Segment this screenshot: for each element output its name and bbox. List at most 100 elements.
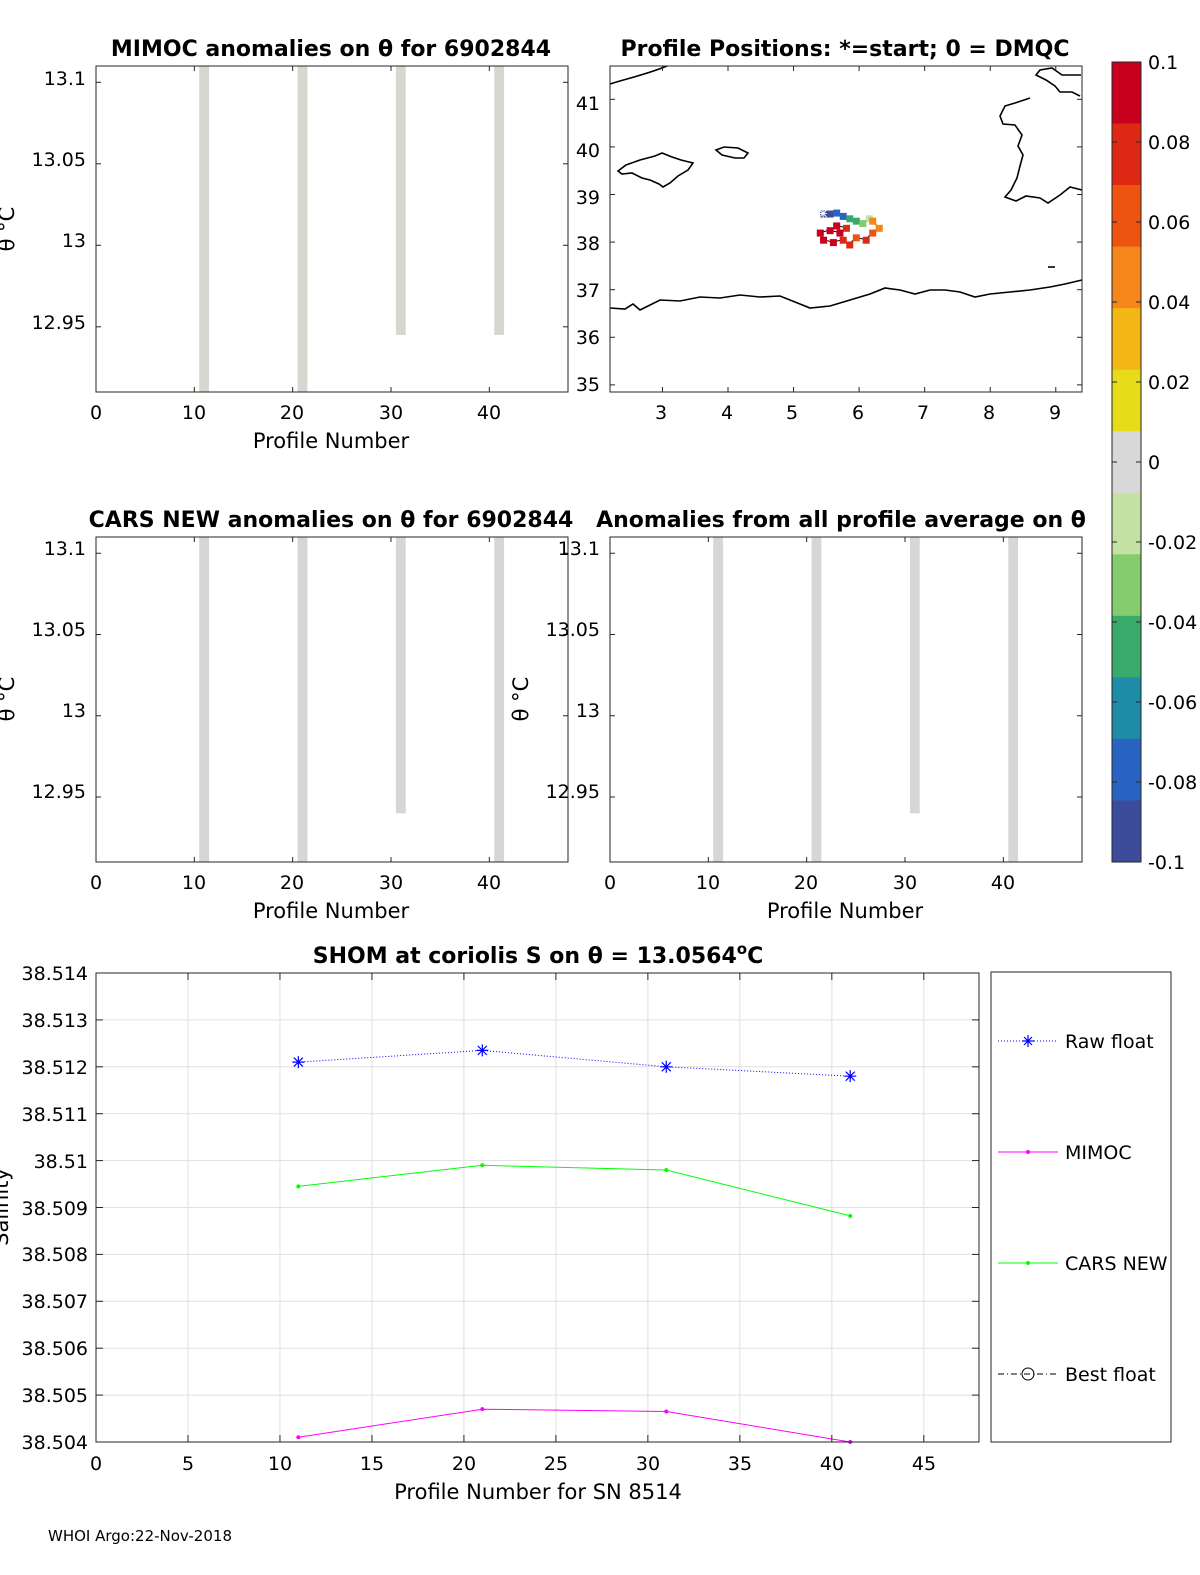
colorbar-tick-0: 0.1 bbox=[1148, 52, 1178, 74]
panel-allavg: Anomalies from all profile average on θ … bbox=[509, 508, 1086, 923]
float-position-10 bbox=[869, 229, 877, 237]
series-line-mimoc bbox=[298, 1408, 851, 1443]
legend-best-float-marker bbox=[1021, 1367, 1035, 1381]
anomaly-column-11 bbox=[199, 537, 210, 862]
colorbar-tick-5: 0 bbox=[1148, 452, 1160, 474]
panel-cars-xtick-2: 20 bbox=[280, 872, 304, 894]
footer-stamp: WHOI Argo:22-Nov-2018 bbox=[48, 1527, 232, 1545]
series-line-cars-new bbox=[298, 1164, 851, 1217]
salinity-ytick-0: 38.514 bbox=[22, 963, 88, 985]
series-point-raw-float-41 bbox=[844, 1070, 857, 1083]
colorbar-band-7 bbox=[1112, 492, 1141, 555]
colorbar-band-4 bbox=[1112, 308, 1141, 371]
float-position-19 bbox=[836, 229, 844, 237]
salinity-ytick-6: 38.508 bbox=[22, 1244, 88, 1266]
colorbar-band-0 bbox=[1112, 62, 1141, 125]
panel-mimoc-ytick-1: 13.05 bbox=[32, 149, 86, 171]
panel-allavg-ytick-0: 13.1 bbox=[558, 538, 600, 560]
series-point-mimoc-11 bbox=[296, 1435, 301, 1440]
colorbar-tick-4: 0.02 bbox=[1148, 372, 1190, 394]
panel-positions-ytick-6: 35 bbox=[576, 374, 600, 396]
legend-entry-mimoc: MIMOC bbox=[998, 1142, 1132, 1164]
salinity-title-unit: C bbox=[747, 944, 763, 969]
float-position-11 bbox=[862, 236, 870, 244]
coastline-mallorca bbox=[616, 152, 695, 188]
panel-allavg-xlabel: Profile Number bbox=[767, 899, 924, 923]
panel-mimoc-xtick-1: 10 bbox=[182, 402, 206, 424]
panel-positions-xtick-5: 8 bbox=[983, 402, 995, 424]
colorbar-band-8 bbox=[1112, 554, 1141, 617]
series-point-raw-float-31 bbox=[660, 1060, 673, 1073]
panel-mimoc-ylabel: θ °C bbox=[0, 207, 19, 252]
legend-entry-raw-float: Raw float bbox=[998, 1031, 1154, 1053]
colorbar-band-12 bbox=[1112, 800, 1141, 863]
legend-box bbox=[990, 971, 1172, 1443]
legend-raw-float-marker bbox=[1022, 1035, 1034, 1047]
anomaly-column-11 bbox=[199, 66, 210, 392]
panel-mimoc: MIMOC anomalies on θ for 6902844 13.1 13… bbox=[0, 37, 569, 453]
salinity-xtick-8: 40 bbox=[820, 1453, 844, 1475]
colorbar-tick-3: 0.04 bbox=[1148, 292, 1190, 314]
coastline-spain bbox=[609, 65, 668, 85]
panel-positions-xtick-0: 3 bbox=[655, 402, 667, 424]
panel-positions-ytick-5: 36 bbox=[576, 327, 600, 349]
panel-allavg-title: Anomalies from all profile average on θ bbox=[596, 508, 1086, 533]
float-position-15 bbox=[829, 239, 837, 247]
panel-allavg-xtick-2: 20 bbox=[794, 872, 818, 894]
panel-positions-title: Profile Positions: *=start; 0 = DMQC bbox=[620, 37, 1069, 62]
coastline-africa bbox=[609, 279, 1083, 311]
panel-mimoc-columns bbox=[199, 66, 505, 392]
coastline-sardinia-corsica bbox=[999, 67, 1083, 204]
panel-positions-xtick-3: 6 bbox=[852, 402, 864, 424]
colorbar-band-2 bbox=[1112, 185, 1141, 248]
salinity-title-sup: o bbox=[737, 940, 747, 958]
panel-cars-ytick-2: 13 bbox=[62, 700, 86, 722]
panel-positions-ytick-2: 39 bbox=[576, 187, 600, 209]
salinity-xtick-7: 35 bbox=[728, 1453, 752, 1475]
colorbar-band-5 bbox=[1112, 369, 1141, 432]
float-position-18 bbox=[826, 227, 834, 235]
panel-cars-columns bbox=[199, 537, 505, 862]
colorbar-tick-10: -0.1 bbox=[1148, 852, 1185, 874]
anomaly-column-31 bbox=[909, 537, 920, 814]
salinity-xtick-5: 25 bbox=[544, 1453, 568, 1475]
anomaly-column-41 bbox=[1008, 537, 1019, 862]
panel-positions-xtick-6: 9 bbox=[1049, 402, 1061, 424]
panel-cars-title: CARS NEW anomalies on θ for 6902844 bbox=[89, 508, 574, 533]
legend-mimoc-label: MIMOC bbox=[1065, 1142, 1132, 1164]
series-point-cars-new-21 bbox=[480, 1163, 485, 1168]
anomaly-column-21 bbox=[811, 537, 822, 862]
float-position-8 bbox=[869, 217, 877, 225]
colorbar-band-9 bbox=[1112, 615, 1141, 678]
coastline-map bbox=[609, 65, 1083, 311]
panel-positions-ytick-0: 41 bbox=[576, 93, 600, 115]
series-point-cars-new-11 bbox=[296, 1184, 301, 1189]
float-track-points bbox=[816, 208, 883, 249]
legend-mimoc-marker bbox=[1026, 1150, 1030, 1154]
salinity-ytick-7: 38.507 bbox=[22, 1291, 88, 1313]
panel-allavg-ytick-3: 12.95 bbox=[546, 781, 600, 803]
panel-cars-frame bbox=[95, 536, 569, 863]
salinity-ylabel: Salinity bbox=[0, 1168, 13, 1246]
float-position-4 bbox=[846, 215, 854, 223]
float-position-21 bbox=[833, 222, 841, 230]
colorbar-tick-6: -0.02 bbox=[1148, 532, 1197, 554]
panel-positions-ytick-3: 38 bbox=[576, 233, 600, 255]
float-start-marker bbox=[818, 208, 829, 219]
float-position-3 bbox=[839, 212, 847, 220]
panel-mimoc-tickmarks bbox=[95, 66, 568, 392]
float-position-6 bbox=[859, 220, 867, 228]
panel-positions-xtick-2: 5 bbox=[786, 402, 798, 424]
legend-entry-cars-new: CARS NEW bbox=[998, 1253, 1168, 1275]
panel-cars-ytick-1: 13.05 bbox=[32, 619, 86, 641]
series-point-raw-float-21 bbox=[476, 1044, 489, 1057]
legend-cars-new-label: CARS NEW bbox=[1065, 1253, 1168, 1275]
colorbar-tick-1: 0.08 bbox=[1148, 132, 1190, 154]
panel-cars-xtick-4: 40 bbox=[477, 872, 501, 894]
salinity-series bbox=[292, 1044, 857, 1444]
coastline-menorca bbox=[714, 146, 750, 159]
panel-positions-tickmarks bbox=[610, 66, 1082, 392]
colorbar-band-1 bbox=[1112, 123, 1141, 186]
salinity-ytick-2: 38.512 bbox=[22, 1057, 88, 1079]
panel-allavg-ytick-2: 13 bbox=[576, 700, 600, 722]
